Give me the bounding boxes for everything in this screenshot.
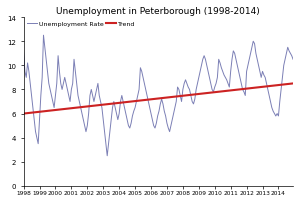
- Title: Unemployment in Peterborough (1998-2014): Unemployment in Peterborough (1998-2014): [56, 7, 260, 16]
- Unemployment Rate: [224, 77, 227, 79]
- Unemployment Rate: [291, 59, 295, 61]
- Unemployment Rate: [95, 89, 98, 91]
- Legend: Unemployment Rate, Trend: Unemployment Rate, Trend: [25, 19, 138, 29]
- Unemployment Rate: [105, 155, 109, 157]
- Unemployment Rate: [165, 122, 169, 125]
- Unemployment Rate: [68, 101, 72, 103]
- Line: Unemployment Rate: Unemployment Rate: [24, 36, 293, 156]
- Unemployment Rate: [42, 35, 45, 37]
- Unemployment Rate: [160, 98, 164, 101]
- Unemployment Rate: [22, 52, 26, 54]
- Unemployment Rate: [52, 107, 56, 109]
